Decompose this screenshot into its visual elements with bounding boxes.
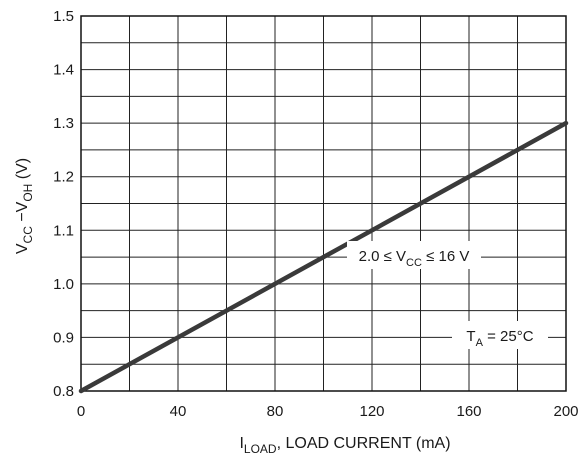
y-tick-label: 1.5: [53, 8, 74, 25]
temperature-annotation-background: [452, 321, 548, 349]
series-line: [78, 120, 569, 394]
vcc-range-annotation-text: 2.0 ≤ VCC ≤ 16 V: [359, 248, 470, 269]
y-tick-label: 0.9: [53, 329, 74, 346]
x-axis-title: ILOAD, LOAD CURRENT (mA): [239, 435, 450, 456]
vcc-range-annotation: 2.0 ≤ VCC ≤ 16 V: [347, 241, 481, 269]
y-axis-title: VCC −VOH (V): [14, 158, 35, 254]
y-tick-label: 1.1: [53, 222, 74, 239]
temperature-annotation-text: TA = 25°C: [466, 328, 533, 349]
y-tick-label: 1.4: [53, 62, 74, 79]
y-tick-label: 1.0: [53, 276, 74, 293]
vcc-range-annotation-background: [347, 241, 481, 269]
temperature-annotation: TA = 25°C: [452, 321, 548, 349]
x-tick-label: 40: [170, 403, 187, 420]
plot-frame: [80, 15, 567, 392]
x-tick-label: 0: [77, 403, 85, 420]
y-tick-label: 0.8: [53, 383, 74, 400]
x-tick-label: 80: [267, 403, 284, 420]
x-tick-label: 200: [553, 403, 578, 420]
y-tick-label: 1.3: [53, 115, 74, 132]
y-tick-label: 1.2: [53, 169, 74, 186]
x-tick-label: 120: [359, 403, 384, 420]
tick-labels: 0 40 80 120 160 200 0.8 0.9 1.0 1.1 1.2 1.3 1.4 1.5: [53, 8, 578, 420]
series: [78, 120, 569, 394]
x-tick-label: 160: [456, 403, 481, 420]
